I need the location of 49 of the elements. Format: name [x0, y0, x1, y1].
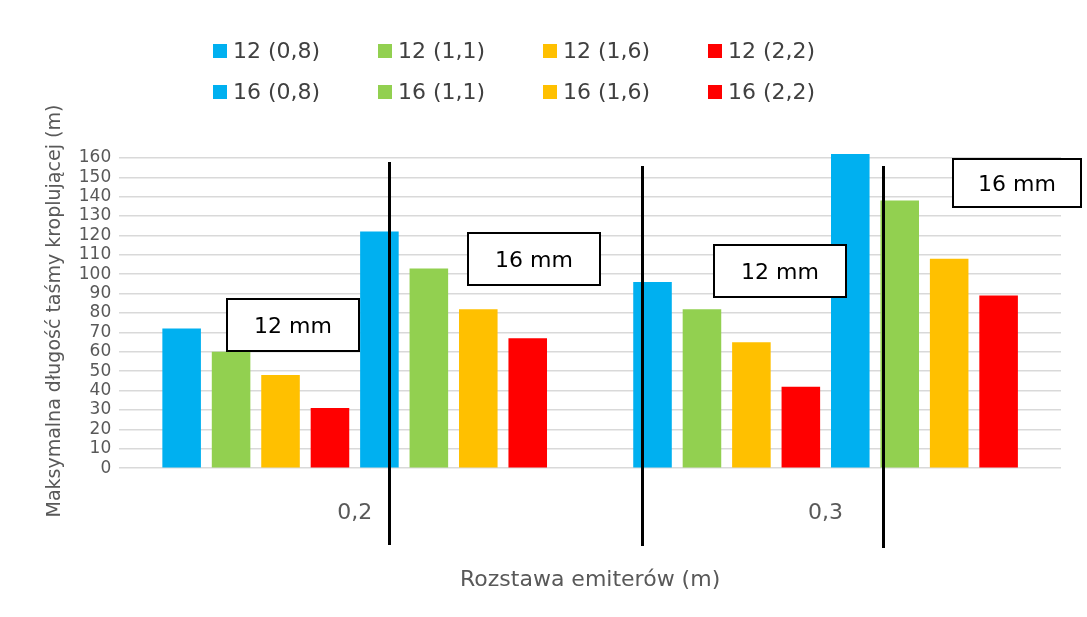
legend-label: 12 (2,2)	[728, 38, 816, 63]
bar	[310, 408, 350, 468]
bar	[633, 282, 672, 468]
y-tick-label: 40	[89, 379, 112, 400]
y-tick-label: 110	[78, 243, 112, 264]
x-axis-title: Rozstawa emiterów (m)	[460, 565, 721, 591]
bar	[409, 268, 449, 468]
y-tick-label: 100	[78, 262, 112, 283]
bar	[211, 351, 251, 468]
legend-label: 16 (2,2)	[728, 79, 816, 104]
bar	[162, 328, 201, 468]
bar	[880, 200, 920, 468]
y-tick-label: 130	[78, 204, 112, 225]
bar	[781, 386, 821, 468]
bar	[459, 309, 498, 468]
legend-label: 16 (0,8)	[233, 79, 321, 104]
annotation: 12 mm	[226, 298, 360, 352]
y-tick-label: 50	[89, 359, 112, 380]
y-tick-label: 20	[89, 417, 112, 438]
bar	[360, 231, 399, 468]
y-tick-label: 60	[89, 340, 112, 361]
legend-label: 12 (0,8)	[233, 38, 321, 63]
annotation: 16 mm	[467, 232, 601, 286]
y-tick-label: 160	[78, 146, 112, 167]
y-tick-label: 0	[100, 456, 112, 477]
y-tick-label: 90	[89, 282, 112, 303]
y-tick-label: 80	[89, 301, 112, 322]
y-tick-label: 10	[89, 437, 112, 458]
legend-label: 12 (1,1)	[398, 38, 486, 63]
legend-label: 12 (1,6)	[563, 38, 651, 63]
legend-label: 16 (1,1)	[398, 79, 486, 104]
y-tick-label: 30	[89, 398, 112, 419]
bar	[261, 375, 300, 468]
legend-label: 16 (1,6)	[563, 79, 651, 104]
y-axis-title: Maksymalna długość taśmy kroplującej (m)	[42, 104, 65, 518]
bar	[979, 295, 1018, 468]
y-tick-label: 120	[78, 223, 112, 244]
annotation: 12 mm	[713, 244, 847, 298]
x-tick-label: 0,2	[337, 499, 373, 525]
y-tick-label: 150	[78, 165, 112, 186]
bar	[732, 342, 771, 468]
y-tick-label: 140	[78, 185, 112, 206]
annotation: 16 mm	[952, 158, 1082, 208]
bar	[929, 258, 969, 468]
bar	[508, 338, 548, 468]
x-tick-label: 0,3	[808, 499, 844, 525]
bar	[682, 309, 722, 468]
y-tick-label: 70	[89, 320, 112, 341]
bar	[831, 154, 870, 468]
